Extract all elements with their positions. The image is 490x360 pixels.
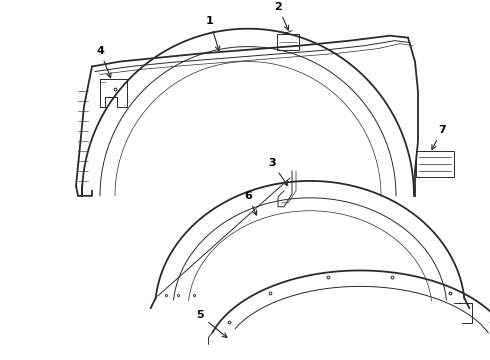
Text: 5: 5 xyxy=(196,310,227,338)
Bar xyxy=(416,151,454,177)
Text: 1: 1 xyxy=(206,16,220,51)
Text: 2: 2 xyxy=(274,2,289,30)
Bar xyxy=(277,34,299,50)
Text: 4: 4 xyxy=(96,46,111,78)
Text: 7: 7 xyxy=(432,125,446,149)
Text: 6: 6 xyxy=(244,191,257,215)
Text: 3: 3 xyxy=(268,158,288,185)
